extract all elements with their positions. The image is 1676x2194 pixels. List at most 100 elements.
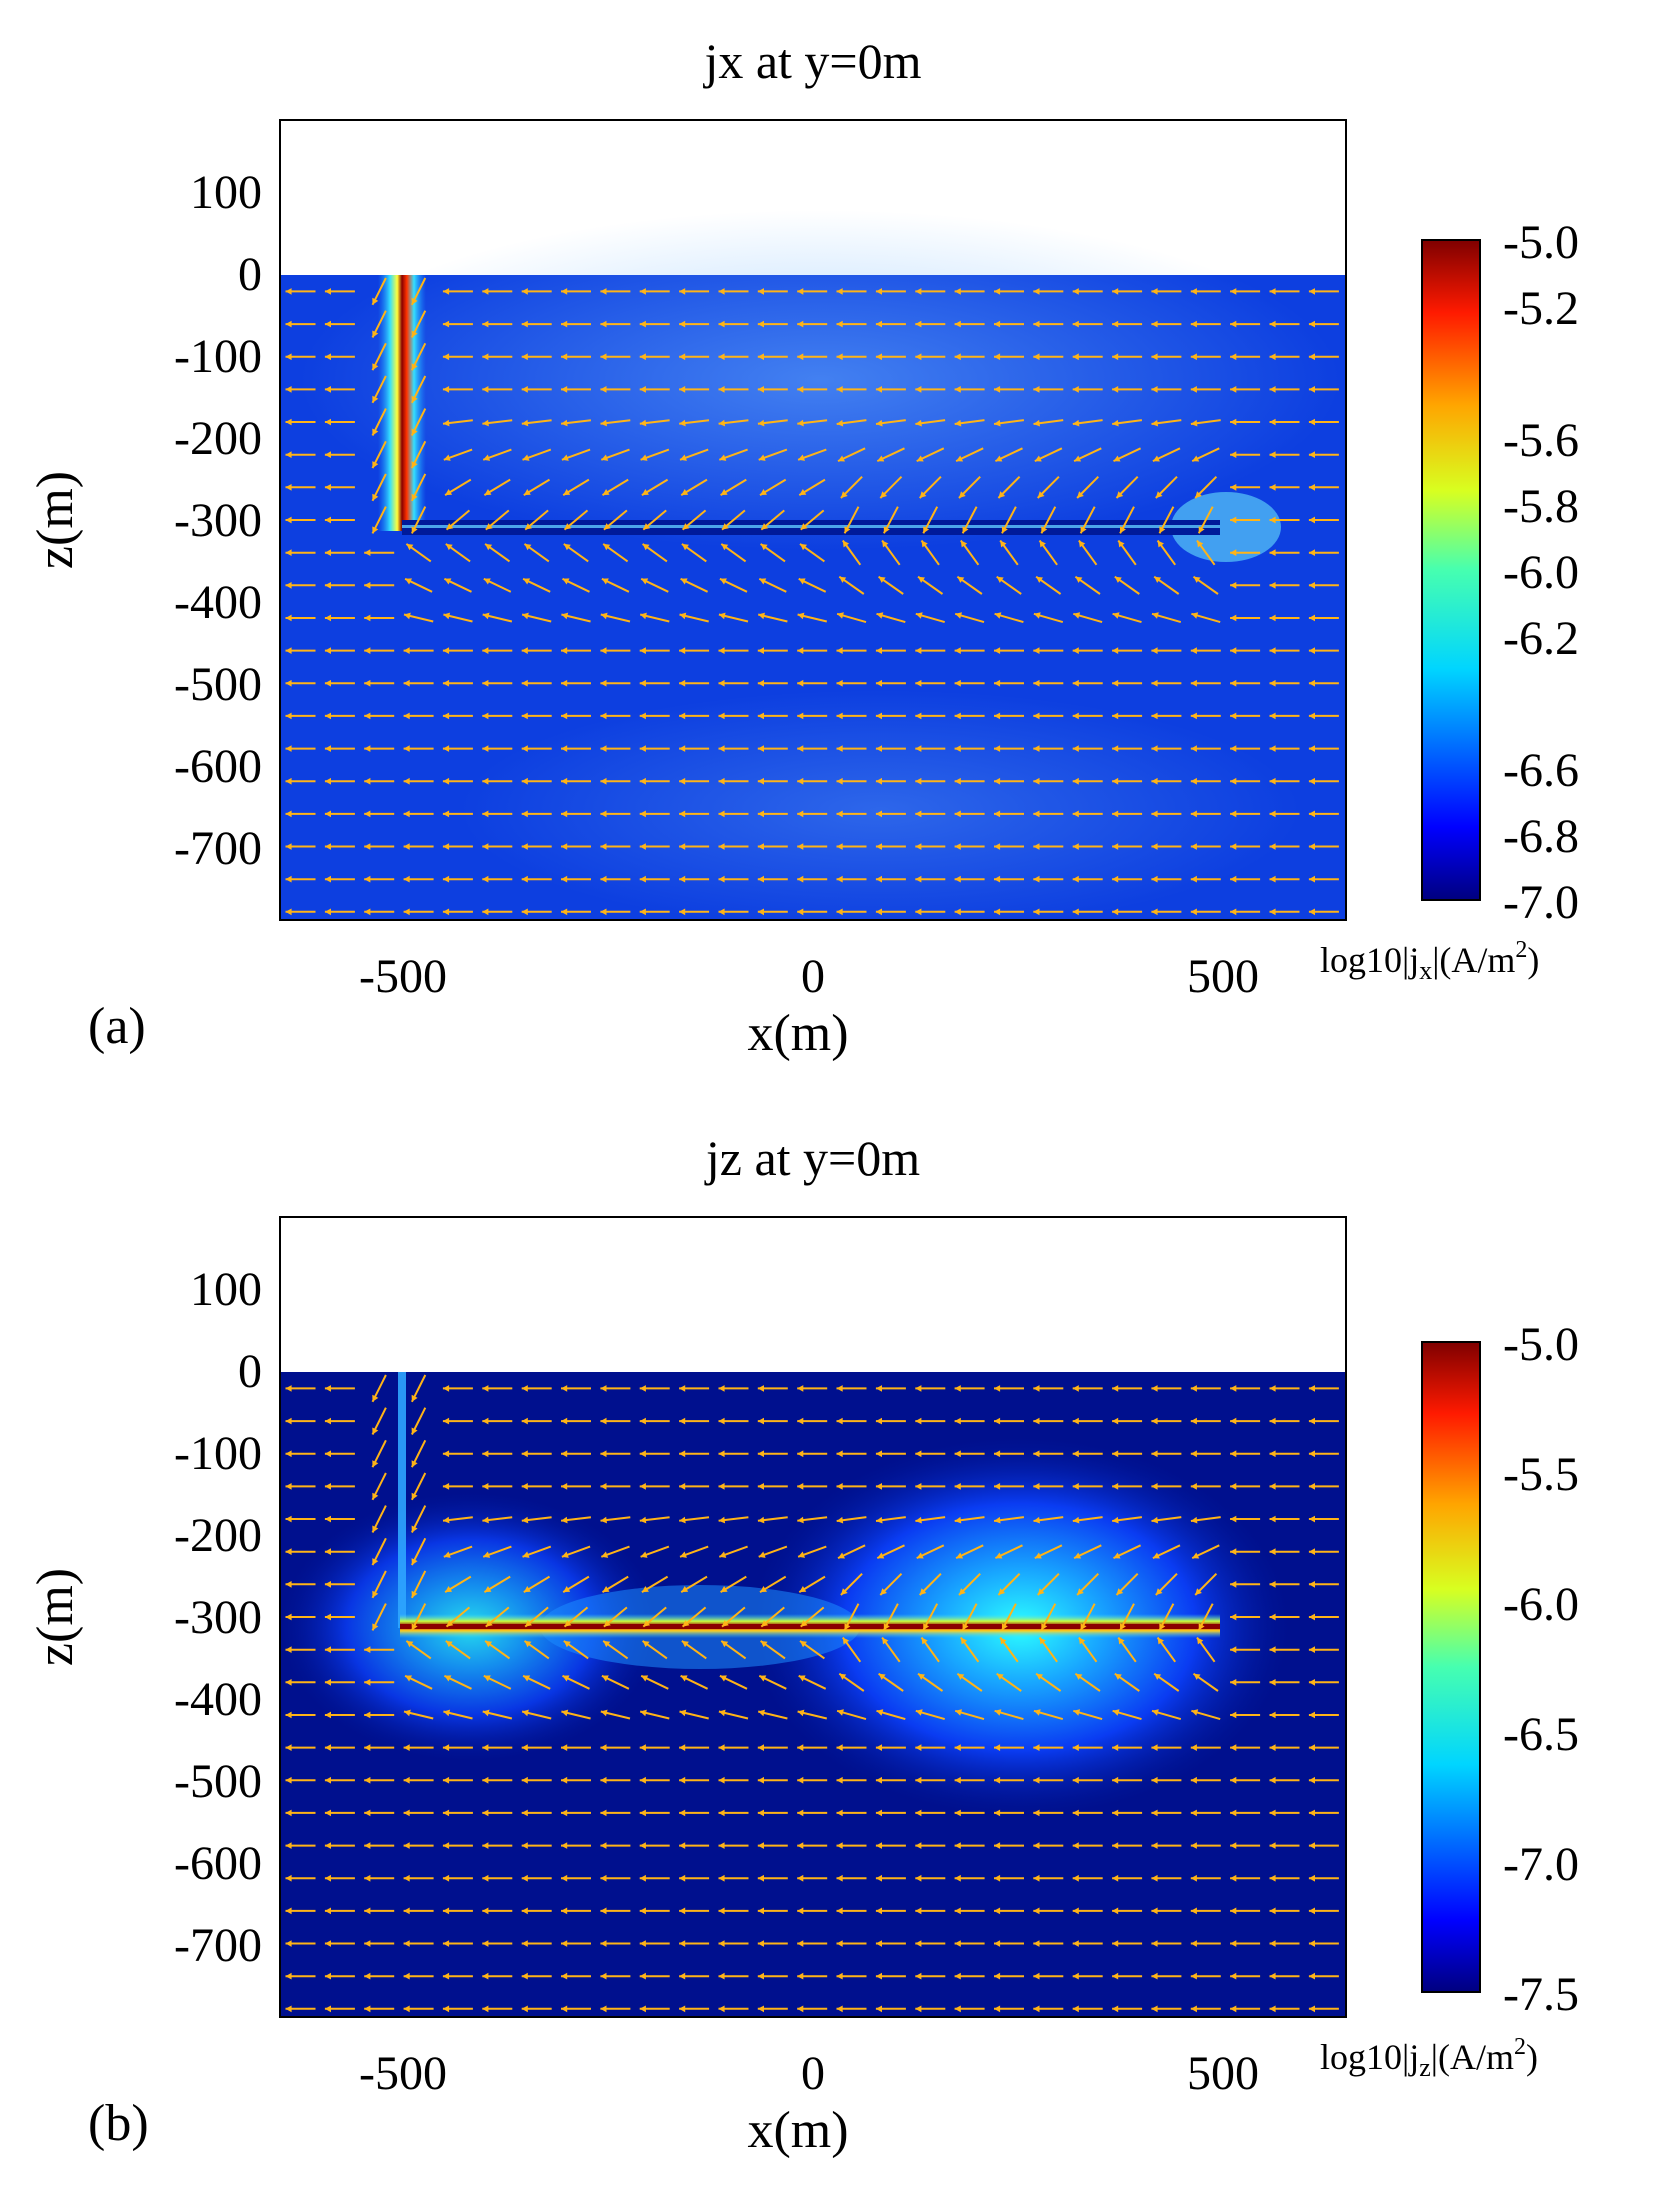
y-axis-label: z(m) — [27, 471, 84, 569]
current-arrow-head — [994, 745, 1001, 752]
chart-title: jz at y=0m — [704, 1130, 920, 1186]
current-arrow-head — [800, 523, 808, 530]
current-arrow-head — [1190, 712, 1197, 720]
current-arrow-head — [1112, 288, 1119, 295]
current-arrow-head — [1269, 1744, 1276, 1751]
current-arrow-head — [639, 2005, 646, 2013]
current-arrow-head — [561, 908, 568, 916]
current-arrow-head — [1269, 1483, 1276, 1490]
current-arrow-head — [324, 1679, 331, 1686]
current-arrow-head — [915, 320, 922, 328]
current-arrow-head — [718, 1972, 725, 1980]
current-arrow-head — [1308, 1450, 1315, 1458]
current-arrow-head — [1112, 1709, 1120, 1716]
current-arrow-head — [600, 875, 607, 883]
current-arrow-head — [759, 578, 767, 585]
current-arrow-head — [1033, 647, 1040, 654]
current-arrow-head — [1308, 614, 1315, 622]
current-arrow-head — [875, 712, 882, 720]
current-arrow-head — [757, 679, 764, 687]
current-arrow-head — [1155, 491, 1163, 498]
current-arrow-head — [758, 1709, 765, 1717]
current-arrow-head — [285, 549, 292, 556]
current-arrow-head — [797, 288, 804, 295]
current-arrow-head — [718, 612, 726, 620]
current-arrow-head — [600, 1809, 607, 1817]
current-arrow-head — [411, 1525, 418, 1533]
y-tick-label: -400 — [174, 576, 262, 629]
current-arrow-head — [797, 1842, 804, 1849]
current-arrow-head — [482, 1516, 489, 1524]
current-arrow-head — [875, 320, 882, 328]
current-arrow-head — [839, 1673, 847, 1680]
current-arrow-head — [1112, 353, 1119, 361]
current-arrow-head — [876, 419, 883, 427]
colorbar-ramp — [1421, 239, 1481, 901]
current-arrow-head — [485, 1620, 493, 1627]
current-arrow-head — [757, 1744, 764, 1751]
current-arrow-head — [1308, 353, 1315, 361]
current-arrow-head — [411, 428, 418, 436]
current-arrow-head — [679, 712, 686, 720]
current-arrow-head — [643, 1620, 651, 1627]
current-arrow-head — [482, 1907, 489, 1915]
y-tick-label: -700 — [174, 1919, 262, 1972]
current-arrow-head — [600, 1776, 607, 1784]
current-arrow-head — [1151, 1417, 1158, 1425]
current-arrow-head — [364, 777, 371, 785]
current-arrow-head — [405, 1675, 412, 1682]
colorbar-tick-label: -5.0 — [1503, 1318, 1579, 1371]
current-arrow-head — [956, 1552, 964, 1559]
current-arrow-head — [797, 712, 804, 720]
current-arrow-head — [521, 875, 528, 883]
current-arrow-head — [1269, 875, 1276, 883]
current-arrow-head — [956, 455, 964, 462]
x-tick-label: -500 — [359, 2047, 447, 2100]
current-arrow-head — [718, 843, 725, 850]
y-tick-label: -100 — [174, 1427, 262, 1480]
current-arrow-head — [483, 578, 491, 585]
current-arrow-head — [679, 810, 686, 818]
current-arrow-head — [836, 288, 843, 295]
current-arrow-head — [1192, 1552, 1200, 1559]
current-arrow-head — [1151, 745, 1158, 752]
current-arrow-head — [919, 1588, 927, 1595]
current-arrow-head — [442, 1940, 450, 1947]
current-arrow-head — [1033, 875, 1040, 883]
current-arrow-head — [1190, 1516, 1198, 1524]
current-arrow-head — [404, 612, 411, 620]
current-arrow-head — [411, 395, 418, 403]
current-arrow-head — [1120, 526, 1126, 534]
current-arrow-head — [875, 1776, 882, 1784]
current-arrow-head — [482, 679, 489, 687]
current-arrow-head — [445, 1586, 453, 1593]
current-arrow-head — [875, 1842, 882, 1849]
current-arrow-head — [797, 1744, 804, 1751]
current-arrow-head — [561, 1907, 568, 1915]
current-arrow-head — [364, 1842, 371, 1849]
current-arrow-head — [561, 1450, 568, 1458]
current-arrow-head — [954, 1972, 961, 1980]
current-arrow-head — [285, 1874, 292, 1882]
current-arrow-head — [1269, 908, 1276, 916]
current-arrow-head — [285, 614, 292, 622]
heatmap-area — [280, 210, 1346, 920]
current-arrow-head — [523, 578, 531, 585]
current-arrow-head — [844, 1623, 851, 1631]
colorbar-tick-label: -7.0 — [1503, 876, 1579, 929]
current-arrow-head — [1151, 1483, 1158, 1490]
current-arrow-head — [882, 1637, 889, 1645]
current-arrow-head — [679, 1907, 686, 1915]
current-arrow-head — [482, 875, 489, 883]
current-arrow-head — [757, 843, 764, 850]
current-arrow-head — [364, 679, 371, 687]
current-arrow-head — [482, 1744, 489, 1751]
current-arrow-head — [1157, 1637, 1164, 1645]
current-arrow-head — [718, 1776, 725, 1784]
current-arrow-head — [1230, 1972, 1237, 1980]
current-arrow-head — [1151, 1972, 1158, 1980]
current-arrow-head — [718, 712, 725, 720]
current-arrow-head — [757, 419, 765, 427]
current-arrow-head — [1269, 1646, 1276, 1653]
current-arrow-head — [797, 419, 804, 427]
